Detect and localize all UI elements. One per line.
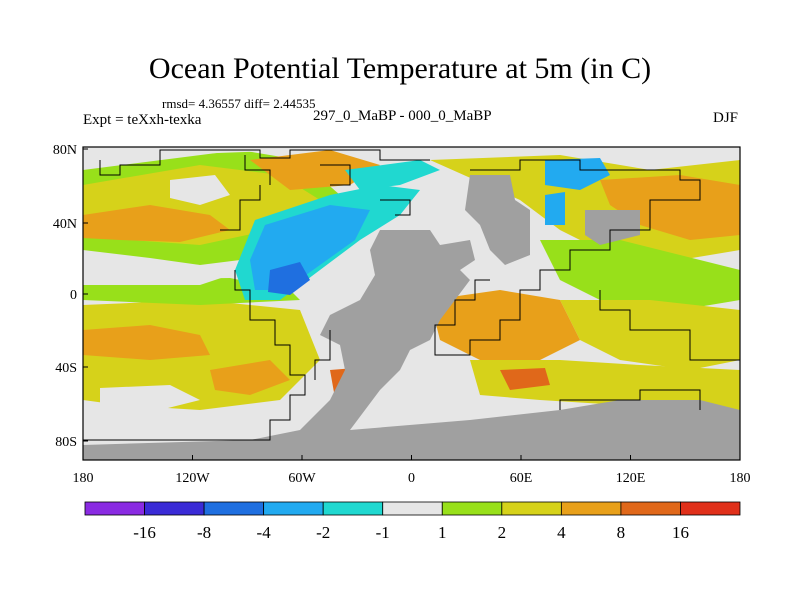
colorbar-swatch xyxy=(680,501,741,516)
anomaly-region xyxy=(83,260,230,285)
lat-tick-label: 80S xyxy=(55,435,77,450)
lat-tick-label: 0 xyxy=(70,288,77,303)
colorbar-label: -8 xyxy=(197,523,211,542)
colorbar-label: 8 xyxy=(617,523,626,542)
colorbar-swatch xyxy=(263,501,324,516)
coastline xyxy=(83,149,740,441)
map-field xyxy=(83,147,740,460)
season-label: DJF xyxy=(712,110,738,126)
lon-tick-label: 0 xyxy=(408,471,415,486)
colorbar-swatch xyxy=(441,501,503,516)
colorbar-swatch xyxy=(203,501,265,516)
anomaly-region xyxy=(600,175,740,240)
lat-tick-label: 80N xyxy=(53,143,77,158)
anomaly-region xyxy=(210,360,290,395)
lon-tick-label: 180 xyxy=(730,471,751,486)
lon-tick-label: 60W xyxy=(288,471,316,486)
colorbar-swatch xyxy=(560,501,622,516)
land-mass xyxy=(83,230,740,460)
colorbar-label: -2 xyxy=(316,523,330,542)
anomaly-region xyxy=(430,290,580,360)
lat-tick-label: 40S xyxy=(55,361,77,376)
colorbar-swatch xyxy=(382,501,443,516)
anomaly-region xyxy=(545,158,610,190)
anomaly-region xyxy=(500,368,550,390)
lon-tick-label: 120W xyxy=(175,471,210,486)
anomaly-region xyxy=(345,160,440,190)
colorbar-label: 2 xyxy=(498,523,507,542)
land-mass xyxy=(585,210,640,245)
colorbar-label: 1 xyxy=(438,523,447,542)
subtitle: 297_0_MaBP - 000_0_MaBP xyxy=(313,108,492,124)
colorbar-swatch xyxy=(501,501,562,516)
anomaly-region xyxy=(250,150,380,190)
lon-tick-label: 60E xyxy=(510,471,533,486)
anomaly-region xyxy=(83,147,740,162)
lon-tick-label: 120E xyxy=(616,471,646,486)
anomaly-region xyxy=(170,175,230,205)
colorbar-label: -4 xyxy=(257,523,272,542)
colorbar-label: 4 xyxy=(557,523,566,542)
colorbar-swatch xyxy=(322,501,384,516)
axis-ticks: 180 120W 60W 0 60E 120E 180 80N 40N 0 40S 80S xyxy=(53,143,751,486)
colorbar-label: 16 xyxy=(672,523,689,542)
anomaly-region xyxy=(83,325,210,360)
lat-tick-label: 40N xyxy=(53,217,77,232)
chart-title: Ocean Potential Temperature at 5m (in C) xyxy=(148,52,652,85)
anomaly-region xyxy=(100,385,200,410)
colorbar-label: -16 xyxy=(133,523,156,542)
anomaly-region xyxy=(560,300,740,370)
anomaly-region xyxy=(83,205,230,242)
experiment-label: Expt = teXxh-texka xyxy=(83,112,202,128)
colorbar: -16 -8 -4 -2 -1 1 2 4 8 16 xyxy=(84,501,741,542)
anomaly-region xyxy=(545,192,565,225)
stats-text: rmsd= 4.36557 diff= 2.44535 xyxy=(162,96,316,111)
colorbar-swatch xyxy=(620,501,681,516)
colorbar-swatch xyxy=(84,501,145,516)
colorbar-swatch xyxy=(144,501,205,516)
colorbar-label: -1 xyxy=(376,523,390,542)
lon-tick-label: 180 xyxy=(73,471,94,486)
land-mass xyxy=(465,175,530,265)
anomaly-region xyxy=(268,262,310,295)
anomaly-region xyxy=(540,240,740,310)
